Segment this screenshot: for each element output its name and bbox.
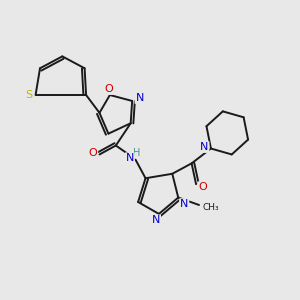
Text: CH₃: CH₃ <box>202 203 219 212</box>
Text: N: N <box>126 153 134 163</box>
Text: S: S <box>26 90 33 100</box>
Text: H: H <box>133 148 140 158</box>
Text: O: O <box>88 148 97 158</box>
Text: O: O <box>198 182 207 192</box>
Text: N: N <box>180 199 188 209</box>
Text: N: N <box>135 93 144 103</box>
Text: O: O <box>104 84 113 94</box>
Text: N: N <box>200 142 208 152</box>
Text: N: N <box>152 215 160 225</box>
